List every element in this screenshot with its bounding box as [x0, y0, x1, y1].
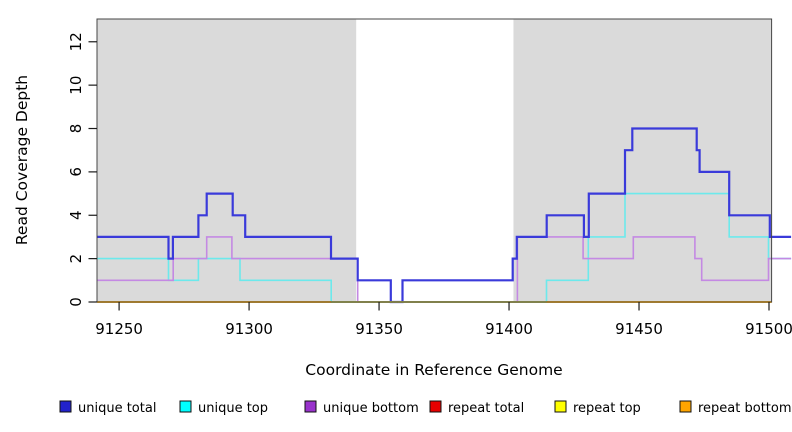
legend-swatch-unique-top: [179, 400, 192, 413]
y-axis-title: Read Coverage Depth: [13, 75, 31, 245]
legend-swatch-repeat-top: [554, 400, 567, 413]
x-tick-label: 91300: [225, 320, 273, 338]
legend-label-repeat-bottom: repeat bottom: [698, 401, 792, 416]
x-tick-label: 91500: [745, 320, 792, 338]
legend-swatch-repeat-bottom: [679, 400, 692, 413]
x-axis-title: Coordinate in Reference Genome: [305, 361, 562, 379]
y-tick-label: 0: [67, 297, 85, 307]
series-line-unique-bottom: [97, 236, 792, 303]
x-tick-label: 91350: [355, 320, 403, 338]
chart-background-layer: [97, 19, 772, 302]
y-tick-label: 12: [67, 32, 85, 51]
series-line-unique-top: [97, 192, 792, 303]
legend-label-unique-bottom: unique bottom: [323, 401, 419, 416]
x-tick-label: 91400: [485, 320, 533, 338]
plot-box: [96, 18, 773, 303]
legend-label-unique-total: unique total: [78, 401, 156, 416]
chart-legend: unique total unique top unique bottom repea…: [59, 400, 792, 416]
legend-label-repeat-total: repeat total: [448, 401, 524, 416]
legend-label-repeat-top: repeat top: [573, 401, 641, 416]
y-tick-label: 2: [67, 254, 85, 264]
series-line-unique-total: [97, 127, 792, 304]
x-tick-label: 91450: [615, 320, 663, 338]
y-tick-label: 10: [67, 76, 85, 95]
y-tick-label: 6: [67, 167, 85, 177]
legend-label-unique-top: unique top: [198, 401, 268, 416]
y-tick-label: 8: [67, 124, 85, 134]
chart-axes-layer: 91250 91300 91350 91400 91450 91500 0 2 4 6 8 10 12: [67, 18, 792, 338]
legend-swatch-unique-total: [59, 400, 72, 413]
legend-swatch-repeat-total: [429, 400, 442, 413]
legend-swatch-unique-bottom: [304, 400, 317, 413]
x-tick-label: 91250: [95, 320, 143, 338]
shaded-region: [97, 19, 357, 302]
y-tick-label: 4: [67, 210, 85, 220]
shaded-region: [513, 19, 772, 302]
